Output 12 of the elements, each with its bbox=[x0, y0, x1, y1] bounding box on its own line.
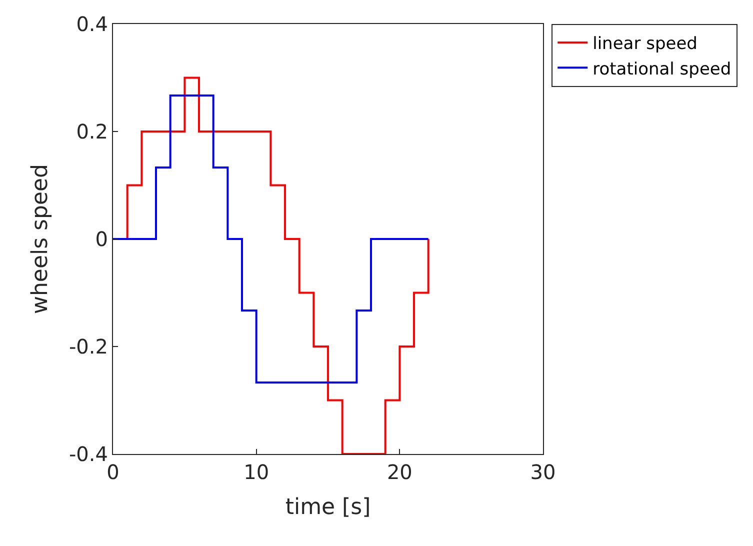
x-tick-label: 10 bbox=[244, 460, 270, 484]
y-tick-label: 0.2 bbox=[76, 120, 108, 144]
y-axis-title: wheels speed bbox=[28, 164, 53, 314]
y-tick-label: -0.2 bbox=[68, 334, 108, 358]
legend-label: linear speed bbox=[592, 34, 698, 54]
y-tick-label: -0.4 bbox=[68, 442, 108, 466]
legend-label: rotational speed bbox=[592, 59, 732, 80]
x-tick-label: 20 bbox=[386, 460, 412, 484]
y-tick-label: 0.4 bbox=[76, 12, 108, 36]
x-tick-label: 30 bbox=[530, 460, 556, 484]
x-axis-title: time [s] bbox=[285, 494, 371, 520]
y-tick-label: 0 bbox=[95, 227, 108, 251]
